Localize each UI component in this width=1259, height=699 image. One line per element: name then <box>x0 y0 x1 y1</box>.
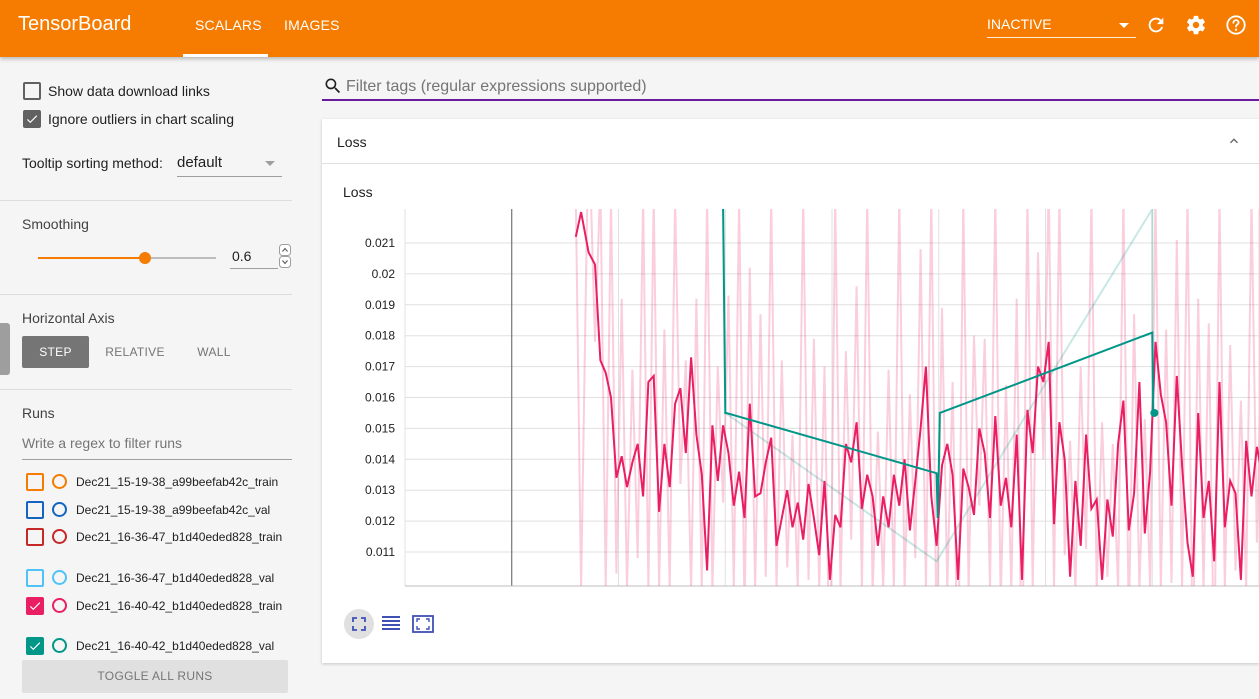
plot-area <box>574 209 1259 586</box>
y-tick-label: 0.012 <box>365 514 395 528</box>
tooltip-sorting-select[interactable]: default <box>177 151 282 177</box>
runs-title: Runs <box>22 405 55 421</box>
run-color-radio[interactable] <box>52 529 67 544</box>
smoothing-slider-fill <box>38 257 145 259</box>
run-checkbox[interactable] <box>26 501 44 519</box>
fit-domain-icon[interactable] <box>344 609 374 639</box>
divider <box>0 389 292 390</box>
loss-card: Loss Loss 0.011 0.012 0.013 0.014 0.015 0.016… <box>322 119 1259 663</box>
y-tick-label: 0.017 <box>365 360 395 374</box>
chevron-up-icon[interactable] <box>1226 133 1242 149</box>
loss-chart[interactable]: 0.011 0.012 0.013 0.014 0.015 0.016 0.017 0.018… <box>322 199 1259 594</box>
inactive-select-value: INACTIVE <box>987 16 1052 32</box>
refresh-icon[interactable] <box>1145 14 1167 36</box>
smoothing-slider[interactable] <box>38 252 216 264</box>
y-tick-label: 0.016 <box>365 391 395 405</box>
toggle-y-log-icon[interactable] <box>376 609 406 639</box>
chart-title: Loss <box>343 184 373 200</box>
y-tick-label: 0.015 <box>365 421 395 435</box>
runs-filter-input[interactable]: Write a regex to filter runs <box>22 435 292 460</box>
run-checkbox[interactable] <box>26 637 44 655</box>
chevron-down-icon <box>265 161 275 166</box>
tooltip-sorting-value: default <box>177 154 223 171</box>
run-checkbox[interactable] <box>26 473 44 491</box>
divider <box>0 294 292 295</box>
sidebar-resize-handle[interactable] <box>0 323 10 375</box>
run-name: Dec21_16-36-47_b1d40eded828_train <box>76 530 283 544</box>
run-name: Dec21_15-19-38_a99beefab42c_train <box>76 475 279 489</box>
toggle-all-runs-button[interactable]: TOGGLE ALL RUNS <box>22 660 288 693</box>
run-name: Dec21_16-36-47_b1d40eded828_val <box>76 571 275 585</box>
tag-filter-input[interactable]: Filter tags (regular expressions support… <box>322 72 1259 101</box>
help-icon[interactable] <box>1225 14 1247 36</box>
run-color-radio[interactable] <box>52 474 67 489</box>
show-download-links-checkbox[interactable] <box>23 82 41 100</box>
chevron-down-icon <box>1119 23 1129 28</box>
run-name: Dec21_15-19-38_a99beefab42c_val <box>76 503 271 517</box>
check-icon <box>29 642 41 651</box>
axis-wall-button[interactable]: WALL <box>197 345 231 359</box>
series-end-point <box>1150 408 1159 417</box>
divider <box>0 200 292 201</box>
top-app-bar: TensorBoard SCALARS IMAGES INACTIVE <box>0 0 1259 57</box>
active-tab-indicator <box>183 54 268 57</box>
run-checkbox[interactable] <box>26 597 44 615</box>
y-tick-label: 0.02 <box>372 267 396 281</box>
run-color-radio[interactable] <box>52 570 67 585</box>
tab-scalars[interactable]: SCALARS <box>195 17 262 33</box>
card-title: Loss <box>337 134 367 150</box>
search-icon <box>325 78 341 94</box>
smoothing-title: Smoothing <box>22 216 89 232</box>
sidebar: Show data download links Ignore outliers… <box>0 57 306 699</box>
run-color-radio[interactable] <box>52 502 67 517</box>
run-checkbox[interactable] <box>26 569 44 587</box>
tooltip-sorting-label: Tooltip sorting method: <box>22 155 163 171</box>
run-color-radio[interactable] <box>52 638 67 653</box>
y-tick-label: 0.014 <box>365 452 395 466</box>
app-title: TensorBoard <box>18 13 132 35</box>
card-header[interactable]: Loss <box>322 119 1259 164</box>
check-icon <box>29 602 41 611</box>
gear-icon[interactable] <box>1185 14 1207 36</box>
raw-series-line-val <box>724 209 1154 563</box>
run-name: Dec21_16-40-42_b1d40eded828_val <box>76 639 275 653</box>
y-tick-label: 0.013 <box>365 483 395 497</box>
smoothed-series-line-train <box>574 211 1259 580</box>
show-download-links-label: Show data download links <box>48 83 210 99</box>
horizontal-axis-title: Horizontal Axis <box>22 310 115 326</box>
y-tick-label: 0.021 <box>365 236 395 250</box>
smoothed-series-line-val <box>722 209 1155 519</box>
tag-filter-placeholder: Filter tags (regular expressions support… <box>346 78 647 95</box>
y-tick-label: 0.011 <box>366 545 395 559</box>
smoothing-value-input[interactable]: 0.6 <box>230 243 278 269</box>
run-checkbox[interactable] <box>26 528 44 546</box>
axis-relative-button[interactable]: RELATIVE <box>105 345 165 359</box>
ignore-outliers-checkbox[interactable] <box>23 110 41 128</box>
axis-step-button[interactable]: STEP <box>22 336 89 368</box>
ignore-outliers-label: Ignore outliers in chart scaling <box>48 111 234 127</box>
inactive-plugins-select[interactable]: INACTIVE <box>987 12 1136 38</box>
y-tick-label: 0.018 <box>365 329 395 343</box>
smoothing-spinner-icon[interactable] <box>279 244 291 268</box>
check-icon <box>26 115 38 124</box>
smoothing-slider-thumb[interactable] <box>138 252 151 264</box>
run-name: Dec21_16-40-42_b1d40eded828_train <box>76 599 283 613</box>
tab-images[interactable]: IMAGES <box>284 17 340 33</box>
expand-chart-icon[interactable] <box>408 609 438 639</box>
y-tick-label: 0.019 <box>365 298 395 312</box>
run-color-radio[interactable] <box>52 598 67 613</box>
